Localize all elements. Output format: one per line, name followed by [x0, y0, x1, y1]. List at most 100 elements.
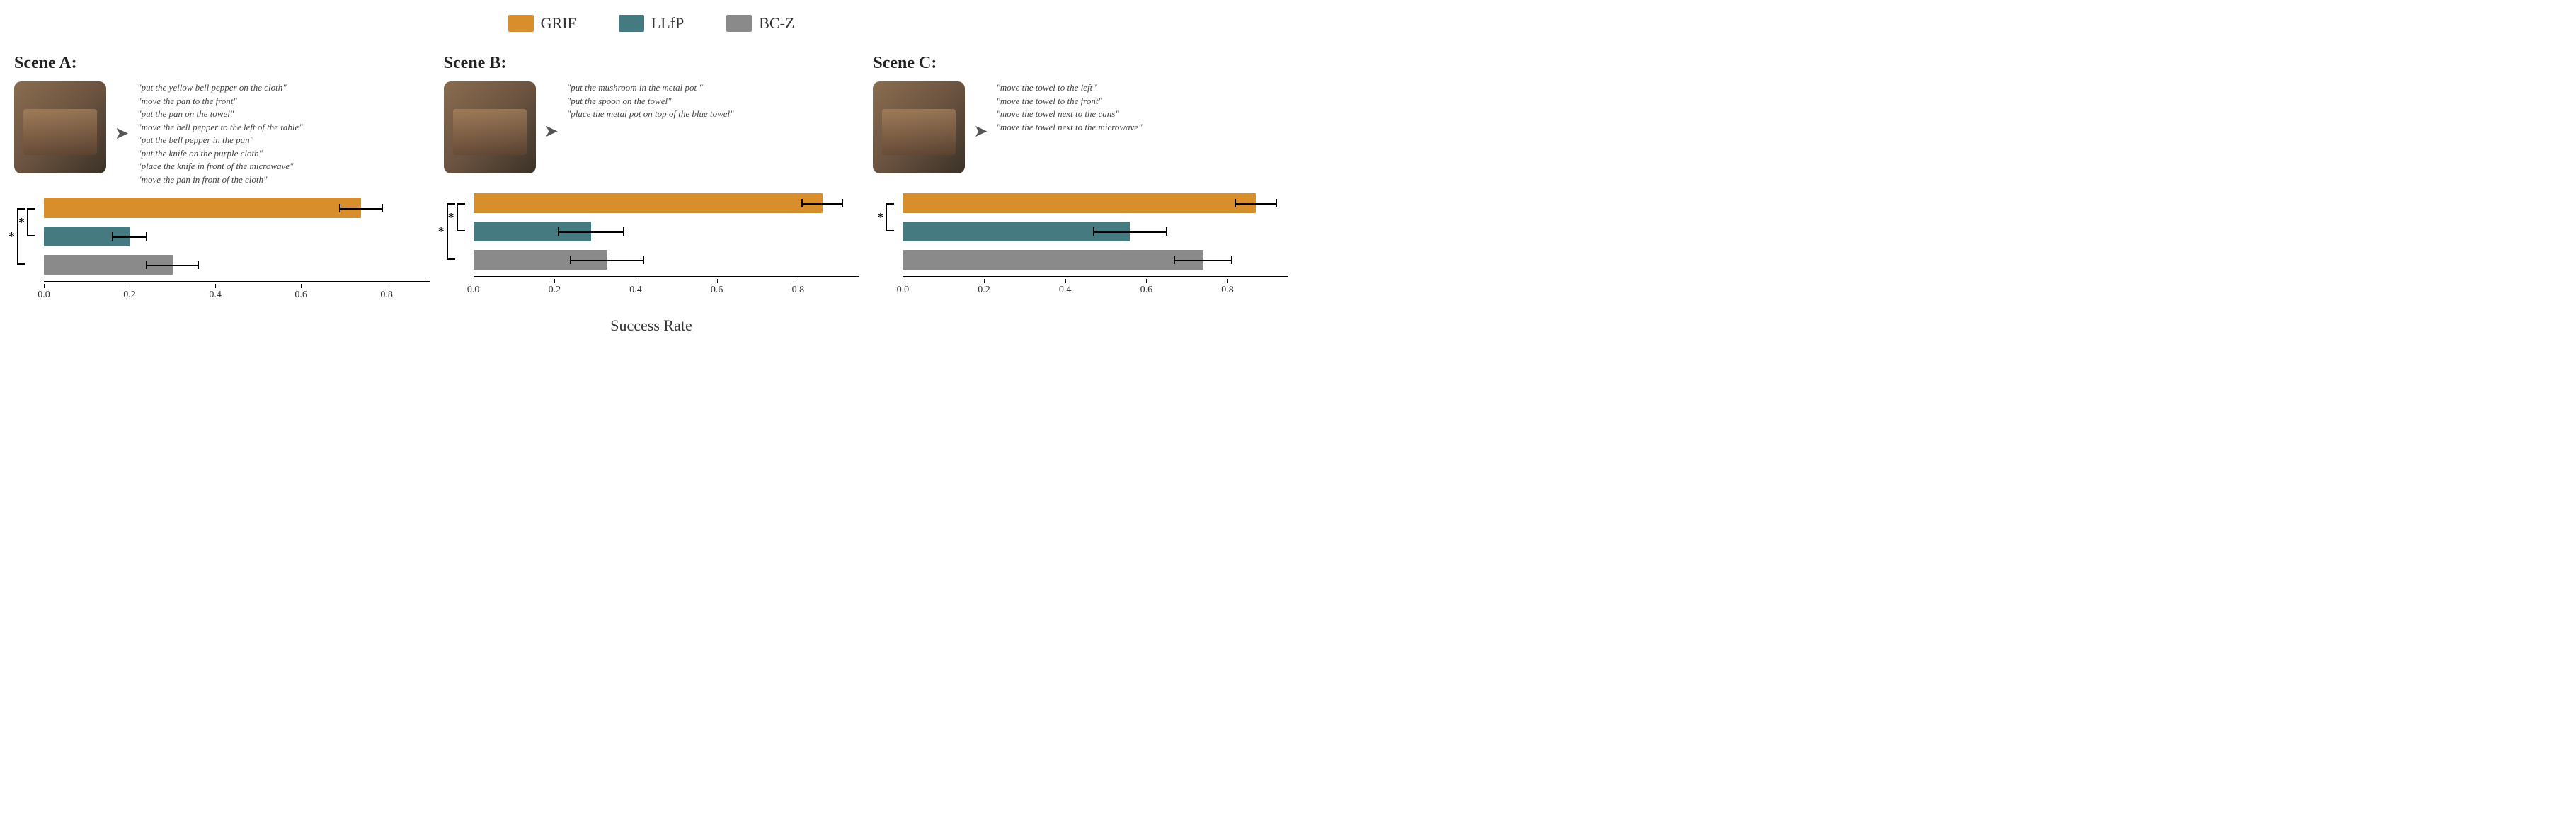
x-axis: 0.00.20.40.60.8	[903, 279, 1288, 300]
error-bar	[147, 265, 198, 266]
error-cap	[1235, 199, 1236, 207]
scene-instructions: "put the yellow bell pepper on the cloth…	[137, 81, 303, 185]
bar-grif	[474, 193, 823, 213]
sig-star: *	[448, 210, 454, 225]
sig-bracket: *	[27, 208, 35, 236]
chart-body: 0.00.20.40.60.8	[40, 196, 430, 309]
error-cap	[1174, 256, 1175, 264]
legend-label: LLfP	[651, 14, 684, 33]
error-cap	[1093, 227, 1094, 236]
error-cap	[643, 256, 644, 264]
error-cap	[558, 227, 559, 236]
bar-row	[474, 219, 859, 244]
bars-area	[44, 196, 430, 281]
x-tick	[44, 284, 45, 288]
instruction-line: "put the mushroom in the metal pot "	[567, 81, 734, 94]
arrow-icon: ➤	[544, 121, 559, 142]
bar-row	[903, 191, 1288, 215]
instruction-line: "move the towel next to the cans"	[996, 108, 1142, 120]
legend-swatch	[726, 15, 752, 32]
instruction-line: "put the yellow bell pepper on the cloth…	[137, 81, 303, 94]
legend-label: GRIF	[541, 14, 576, 33]
scenes-row: Scene A: ➤ "put the yellow bell pepper on …	[14, 54, 1288, 309]
error-cap	[112, 232, 113, 241]
x-tick-label: 0.8	[792, 285, 805, 296]
instruction-line: "move the bell pepper to the left of the…	[137, 121, 303, 134]
scene-instructions: "put the mushroom in the metal pot ""put…	[567, 81, 734, 120]
error-cap	[570, 256, 571, 264]
significance-brackets: *	[873, 191, 898, 304]
error-bar	[571, 260, 643, 261]
x-tick-label: 0.4	[629, 285, 642, 296]
legend-swatch	[508, 15, 534, 32]
scene-chart: **0.00.20.40.60.8	[14, 196, 430, 309]
x-tick-label: 0.8	[1221, 285, 1234, 296]
axis-line	[903, 276, 1288, 277]
chart-body: 0.0 0.2 0.4 0.6 0.8	[469, 191, 859, 304]
chart-body: 0.00.20.40.60.8	[898, 191, 1288, 304]
sig-star: *	[877, 210, 883, 225]
legend-item-grif: GRIF	[508, 14, 576, 33]
sig-star: *	[8, 229, 15, 244]
sig-bracket: *	[886, 203, 894, 231]
x-tick	[1065, 279, 1066, 283]
x-tick-label: 0.2	[549, 285, 561, 296]
error-cap	[801, 199, 803, 207]
x-axis: 0.00.20.40.60.8	[474, 279, 859, 300]
bars-area	[903, 191, 1288, 276]
x-tick	[1227, 279, 1228, 283]
scene-top-row: ➤ "put the yellow bell pepper on the clot…	[14, 81, 430, 185]
x-axis-title: Success Rate	[14, 316, 1288, 335]
instruction-line: "put the pan on the towel"	[137, 108, 303, 120]
legend-label: BC-Z	[759, 14, 794, 33]
error-bar	[1235, 203, 1276, 205]
error-bar	[113, 236, 147, 238]
instruction-line: "place the knife in front of the microwa…	[137, 160, 303, 173]
instruction-line: "move the towel to the front"	[996, 95, 1142, 108]
figure-container: GRIF LLfP BC-Z Scene A: ➤ "put the yellow …	[14, 14, 1288, 335]
bar-row	[474, 191, 859, 215]
error-cap	[382, 204, 383, 212]
scene-thumbnail	[873, 81, 965, 173]
instruction-line: "move the pan to the front"	[137, 95, 303, 108]
x-tick-label: 0.2	[123, 290, 136, 301]
legend-swatch	[619, 15, 644, 32]
error-bar	[802, 203, 842, 205]
scene-title: Scene A:	[14, 54, 430, 73]
x-tick-label: 0.0	[38, 290, 50, 301]
error-cap	[1166, 227, 1167, 236]
bar-row	[44, 253, 430, 277]
bar-grif	[44, 198, 361, 218]
scene-top-row: ➤ "put the mushroom in the metal pot ""pu…	[444, 81, 859, 181]
x-tick-label: 0.2	[978, 285, 990, 296]
scene-panel: Scene B:➤"put the mushroom in the metal …	[444, 54, 859, 309]
scene-thumbnail	[444, 81, 536, 173]
x-tick	[1146, 279, 1147, 283]
x-tick	[984, 279, 985, 283]
bar-row	[474, 248, 859, 272]
sig-bracket: *	[457, 203, 465, 231]
error-cap	[146, 232, 147, 241]
scene-panel: Scene A: ➤ "put the yellow bell pepper on …	[14, 54, 430, 309]
x-tick-label: 0.6	[711, 285, 723, 296]
x-tick-label: 0.6	[294, 290, 307, 301]
x-axis: 0.00.20.40.60.8	[44, 284, 430, 305]
x-tick-label: 0.8	[380, 290, 393, 301]
scene-thumbnail	[14, 81, 106, 173]
x-tick-label: 0.0	[467, 285, 480, 296]
bar-row	[44, 224, 430, 248]
scene-panel: Scene C:➤"move the towel to the left""mo…	[873, 54, 1288, 309]
bar-row	[903, 219, 1288, 244]
sig-star: *	[18, 215, 25, 230]
arrow-icon: ➤	[973, 121, 988, 142]
bar-row	[44, 196, 430, 220]
legend: GRIF LLfP BC-Z	[14, 14, 1288, 33]
error-cap	[339, 204, 340, 212]
scene-top-row: ➤"move the towel to the left""move the t…	[873, 81, 1288, 181]
error-cap	[623, 227, 624, 236]
instruction-line: "put the bell pepper in the pan"	[137, 134, 303, 147]
arrow-icon: ➤	[115, 123, 129, 144]
bar-grif	[903, 193, 1256, 213]
x-tick-label: 0.0	[897, 285, 910, 296]
sig-star: *	[438, 224, 445, 239]
